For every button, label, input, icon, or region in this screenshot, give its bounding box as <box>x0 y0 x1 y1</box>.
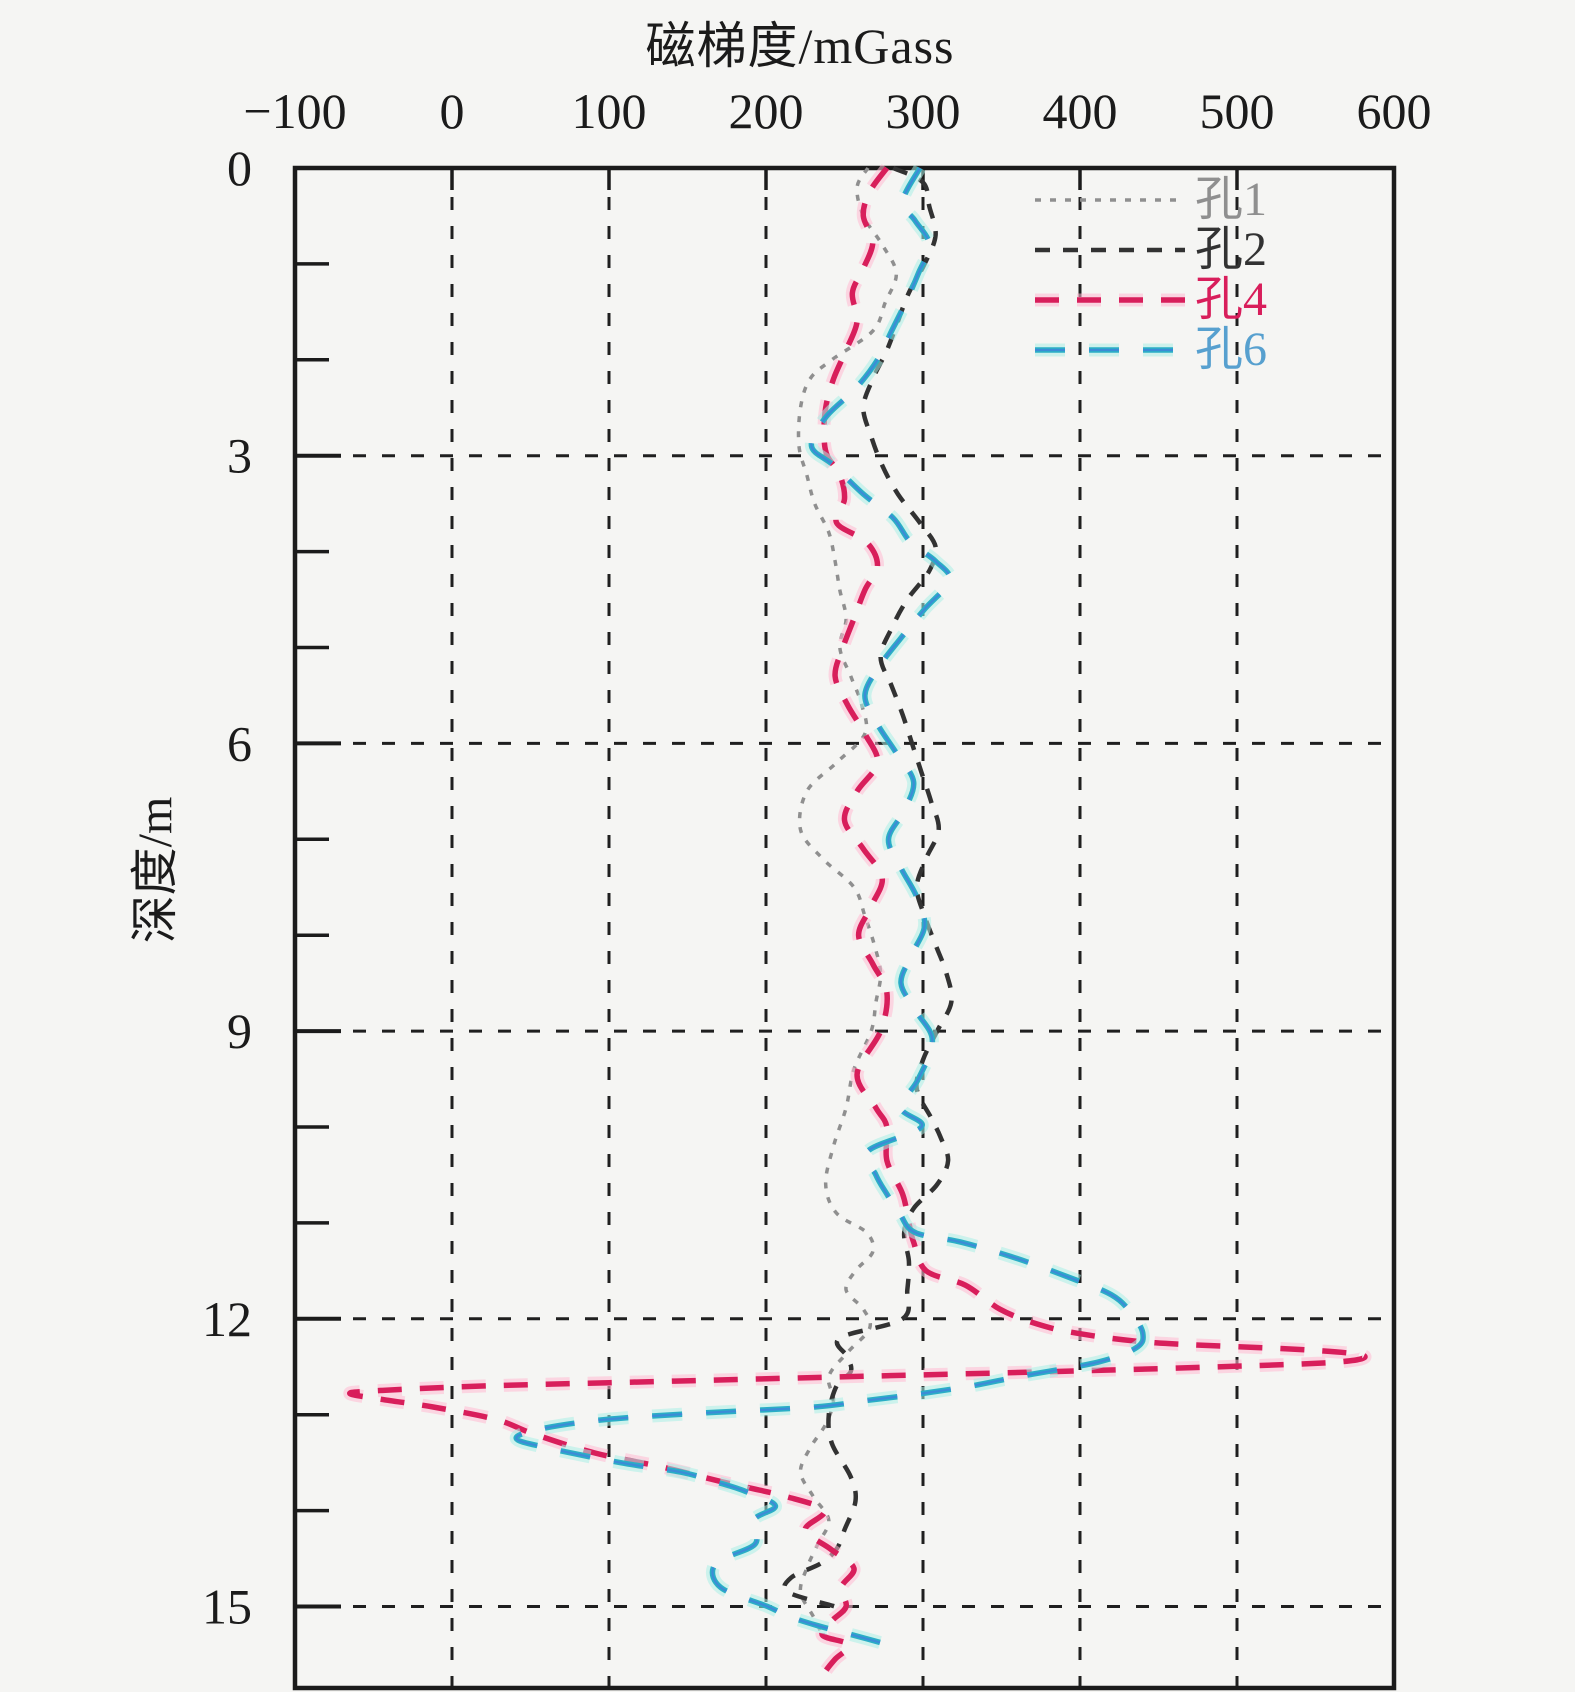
x-tick-label: −100 <box>243 83 346 139</box>
x-tick-label: 100 <box>572 83 647 139</box>
chart-title: 磁梯度/mGass <box>645 18 955 74</box>
x-tick-label: 500 <box>1200 83 1275 139</box>
legend-label-hole2: 孔2 <box>1195 223 1268 276</box>
series-line-孔2 <box>782 165 954 1614</box>
x-tick-label: 200 <box>729 83 804 139</box>
legend-label-hole1: 孔1 <box>1195 173 1268 226</box>
y-tick-label: 12 <box>202 1291 252 1347</box>
y-tick-label: 0 <box>227 140 252 196</box>
y-tick-label: 6 <box>227 715 252 771</box>
series-halo-孔4 <box>343 164 1372 1685</box>
y-tick-label: 3 <box>227 428 252 484</box>
y-axis-label: 深度/m <box>129 796 182 944</box>
legend-label-hole4: 孔4 <box>1195 273 1268 326</box>
series-line-孔1 <box>796 167 899 1637</box>
x-tick-label: 400 <box>1043 83 1118 139</box>
x-tick-label: 0 <box>440 83 465 139</box>
x-tick-label: 300 <box>886 83 961 139</box>
x-tick-label: 600 <box>1357 83 1432 139</box>
plot-frame <box>292 165 1397 1691</box>
y-tick-label: 15 <box>202 1578 252 1634</box>
legend-label-hole6: 孔6 <box>1195 323 1268 376</box>
series-core-孔6 <box>515 167 1145 1646</box>
y-tick-label: 9 <box>227 1003 252 1059</box>
